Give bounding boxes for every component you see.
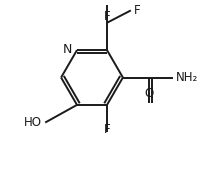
- Text: F: F: [134, 4, 141, 17]
- Text: HO: HO: [24, 116, 42, 129]
- Text: NH₂: NH₂: [176, 71, 198, 84]
- Text: F: F: [104, 123, 110, 136]
- Text: F: F: [104, 10, 110, 23]
- Text: N: N: [63, 43, 73, 56]
- Text: O: O: [144, 87, 153, 100]
